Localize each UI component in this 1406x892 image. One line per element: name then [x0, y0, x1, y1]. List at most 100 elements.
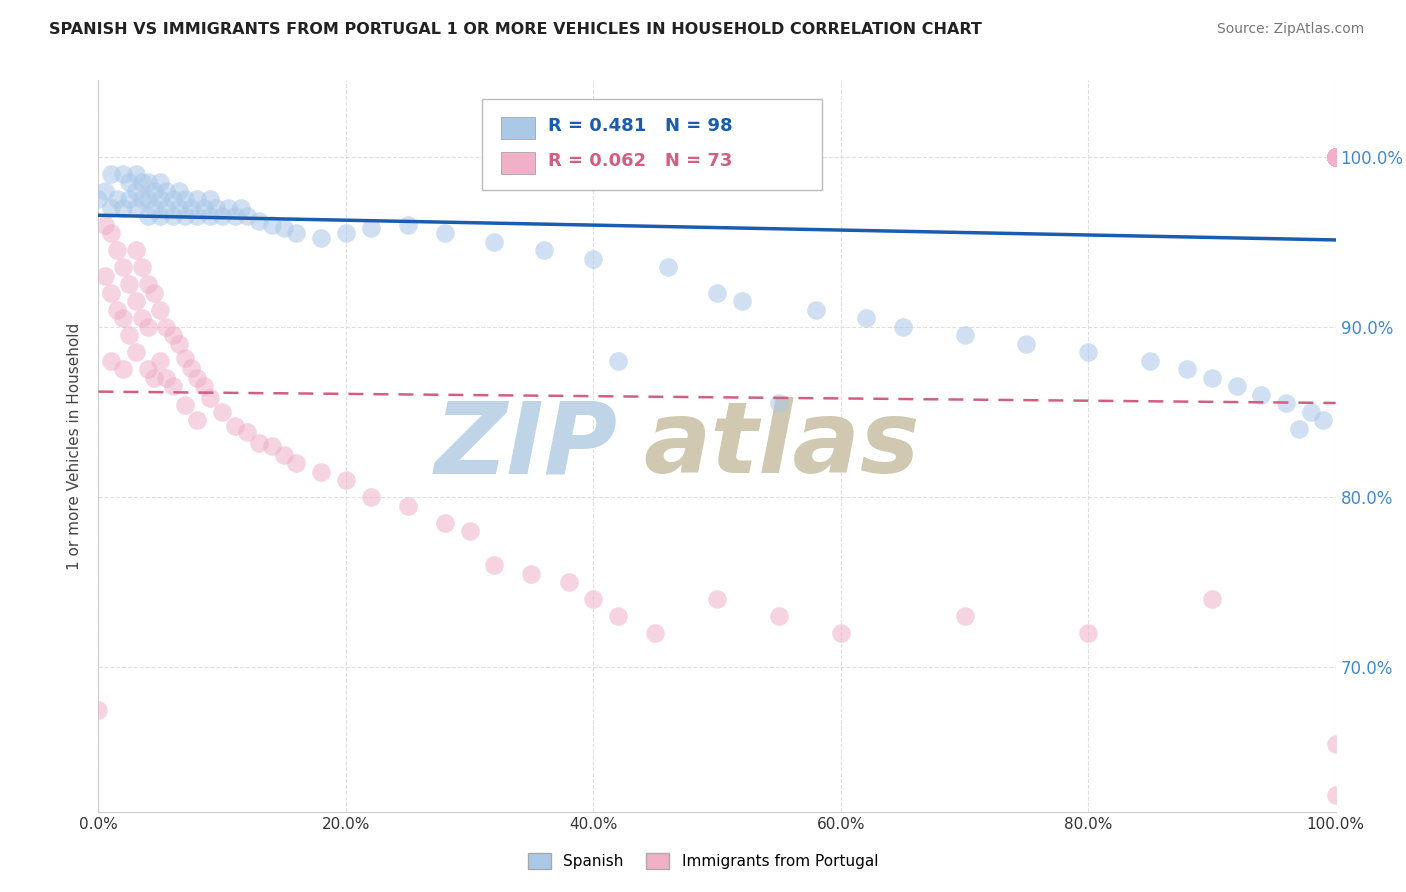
Point [731, 294, 754, 309]
Point [186, 371, 208, 385]
Point [1324, 150, 1347, 164]
Point [143, 184, 166, 198]
Point [131, 192, 153, 206]
Point [1015, 337, 1038, 351]
Point [1324, 150, 1347, 164]
Point [1324, 150, 1347, 164]
Point [105, 244, 128, 258]
Point [309, 231, 332, 245]
Point [1299, 405, 1322, 419]
Point [174, 192, 197, 206]
Point [131, 311, 153, 326]
Point [260, 218, 283, 232]
Point [285, 456, 308, 470]
Point [520, 566, 543, 581]
Point [1324, 150, 1347, 164]
Point [1324, 150, 1347, 164]
Point [1324, 150, 1347, 164]
Point [186, 413, 208, 427]
Text: R = 0.062   N = 73: R = 0.062 N = 73 [547, 152, 733, 169]
Point [118, 277, 141, 292]
Point [1324, 150, 1347, 164]
Text: SPANISH VS IMMIGRANTS FROM PORTUGAL 1 OR MORE VEHICLES IN HOUSEHOLD CORRELATION : SPANISH VS IMMIGRANTS FROM PORTUGAL 1 OR… [49, 22, 981, 37]
Point [112, 260, 135, 275]
Point [143, 201, 166, 215]
Point [167, 337, 190, 351]
Point [186, 210, 208, 224]
Point [1324, 150, 1347, 164]
Point [706, 285, 728, 300]
Point [1324, 150, 1347, 164]
Point [1250, 388, 1272, 402]
Point [118, 192, 141, 206]
Point [224, 210, 246, 224]
Point [112, 201, 135, 215]
Point [87, 703, 110, 717]
Legend: Spanish, Immigrants from Portugal: Spanish, Immigrants from Portugal [522, 847, 884, 875]
Point [93, 268, 115, 283]
Point [433, 516, 456, 530]
Point [657, 260, 679, 275]
Point [1324, 150, 1347, 164]
Point [100, 167, 122, 181]
Point [1324, 150, 1347, 164]
Point [484, 558, 506, 572]
Point [1226, 379, 1249, 393]
Point [273, 221, 295, 235]
Point [706, 592, 728, 607]
Point [768, 609, 790, 624]
Point [136, 192, 159, 206]
Point [136, 175, 159, 189]
Point [1139, 354, 1161, 368]
Point [1324, 150, 1347, 164]
Point [582, 252, 605, 266]
Point [131, 175, 153, 189]
Point [1324, 150, 1347, 164]
Point [155, 201, 177, 215]
Point [953, 328, 976, 343]
Point [93, 184, 115, 198]
Point [260, 439, 283, 453]
Point [335, 473, 357, 487]
Point [193, 379, 215, 393]
Point [93, 218, 115, 232]
Point [149, 175, 172, 189]
Point [1324, 150, 1347, 164]
Point [186, 192, 208, 206]
Point [124, 244, 146, 258]
Point [180, 360, 202, 375]
Point [105, 192, 128, 206]
Point [236, 210, 259, 224]
Point [198, 392, 221, 406]
Point [112, 362, 135, 376]
Point [273, 448, 295, 462]
Point [335, 227, 357, 241]
Point [143, 285, 166, 300]
Point [162, 192, 184, 206]
Point [100, 354, 122, 368]
Point [1324, 150, 1347, 164]
Point [1324, 788, 1347, 802]
Bar [501, 152, 536, 174]
Point [229, 201, 252, 215]
Point [149, 192, 172, 206]
Point [155, 320, 177, 334]
Point [804, 302, 827, 317]
Point [1324, 150, 1347, 164]
Point [285, 227, 308, 241]
Point [1324, 150, 1347, 164]
Point [124, 184, 146, 198]
Point [1324, 150, 1347, 164]
Point [1324, 150, 1347, 164]
Point [1077, 345, 1099, 359]
Point [100, 227, 122, 241]
Point [1175, 362, 1198, 376]
Point [396, 218, 419, 232]
Point [143, 371, 166, 385]
Point [1201, 592, 1223, 607]
Point [162, 379, 184, 393]
Point [1077, 626, 1099, 640]
Point [149, 210, 172, 224]
Point [1201, 371, 1223, 385]
Point [112, 311, 135, 326]
